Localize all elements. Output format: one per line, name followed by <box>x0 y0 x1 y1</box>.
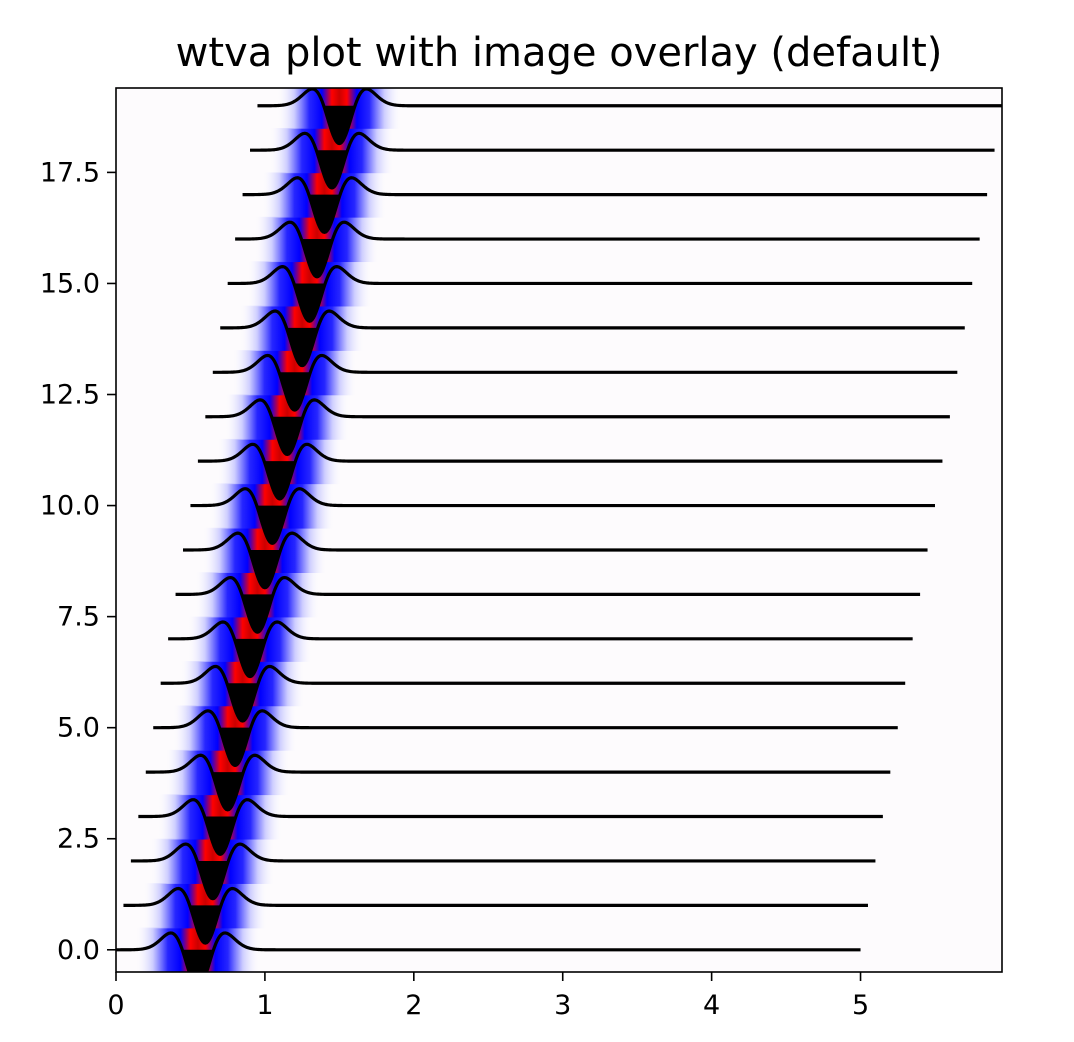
trace-fill <box>249 549 281 588</box>
trace-fill <box>279 372 311 411</box>
trace-fill <box>301 239 333 277</box>
trace-line <box>190 487 936 545</box>
trace-fill <box>197 860 229 899</box>
y-tick-label: 17.5 <box>40 157 100 188</box>
trace-fill <box>189 905 221 944</box>
trace-line <box>242 176 988 234</box>
trace-fill <box>226 683 259 722</box>
trace-line <box>212 353 958 412</box>
trace-fill <box>256 505 288 544</box>
axes-frame <box>115 87 1003 973</box>
trace-line <box>234 220 981 279</box>
y-tick-label: 10.0 <box>40 491 100 522</box>
y-tick-label: 0.0 <box>57 935 100 966</box>
trace-line <box>152 709 899 768</box>
x-tick-label: 3 <box>554 990 571 1021</box>
trace-fill <box>316 150 348 188</box>
y-tick-label: 2.5 <box>57 824 100 855</box>
trace-fill <box>264 461 296 499</box>
y-axis: 0.0 2.5 5.0 7.5 10.0 12.5 15.0 17.5 <box>40 157 116 966</box>
trace-line <box>175 575 921 634</box>
trace-line <box>249 131 995 190</box>
trace-line <box>197 442 943 501</box>
trace-line <box>219 309 966 368</box>
trace-fill <box>271 416 303 455</box>
y-tick-label: 7.5 <box>57 602 100 633</box>
trace-line <box>182 531 928 590</box>
y-tick-label: 5.0 <box>57 713 100 744</box>
trace-line <box>116 931 861 972</box>
trace-line <box>160 664 906 723</box>
trace-line <box>137 798 884 856</box>
x-tick-label: 0 <box>107 990 124 1021</box>
wiggle-traces <box>116 88 1002 972</box>
trace-fill <box>293 283 326 322</box>
trace-fill <box>234 638 266 677</box>
trace-line <box>204 398 951 457</box>
trace-fill <box>219 727 251 766</box>
trace-line <box>130 842 876 901</box>
x-tick-label: 5 <box>852 990 869 1021</box>
x-tick-label: 1 <box>256 990 273 1021</box>
chart-title: wtva plot with image overlay (default) <box>176 30 943 76</box>
x-tick-label: 4 <box>703 990 720 1021</box>
trace-line <box>227 265 973 323</box>
trace-fill <box>182 949 214 972</box>
trace-line <box>145 753 891 812</box>
x-tick-label: 2 <box>405 990 422 1021</box>
trace-line <box>257 88 1002 146</box>
trace-fill <box>286 327 318 366</box>
plot-area <box>116 88 1002 972</box>
y-tick-label: 15.0 <box>40 268 100 299</box>
trace-fill <box>212 772 244 810</box>
trace-line <box>167 620 914 679</box>
trace-fill <box>308 194 341 233</box>
x-axis: 0 1 2 3 4 5 <box>107 972 869 1021</box>
trace-fill <box>323 105 355 144</box>
y-tick-label: 12.5 <box>40 380 100 411</box>
trace-line <box>123 886 869 945</box>
trace-fill <box>241 594 274 633</box>
trace-fill <box>204 816 236 855</box>
